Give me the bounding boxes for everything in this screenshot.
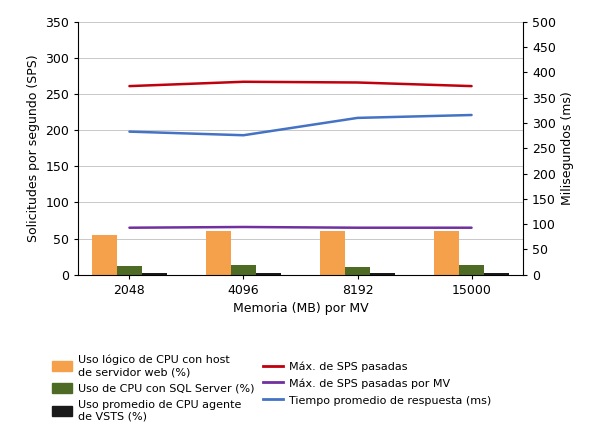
Bar xyxy=(231,265,256,275)
Legend: Uso lógico de CPU con host
de servidor web (%), Uso de CPU con SQL Server (%), U: Uso lógico de CPU con host de servidor w… xyxy=(47,351,495,426)
Bar xyxy=(206,231,231,275)
Bar xyxy=(117,266,142,275)
Bar xyxy=(92,235,117,275)
Bar xyxy=(320,232,345,275)
Bar xyxy=(459,265,484,275)
Bar xyxy=(142,273,167,275)
X-axis label: Memoria (MB) por MV: Memoria (MB) por MV xyxy=(233,302,368,315)
Y-axis label: Solicitudes por segundo (SPS): Solicitudes por segundo (SPS) xyxy=(26,54,40,242)
Bar xyxy=(345,267,370,275)
Y-axis label: Milisegundos (ms): Milisegundos (ms) xyxy=(561,92,575,205)
Bar xyxy=(484,273,509,275)
Bar xyxy=(256,273,281,275)
Bar xyxy=(370,273,395,275)
Bar xyxy=(434,231,459,275)
